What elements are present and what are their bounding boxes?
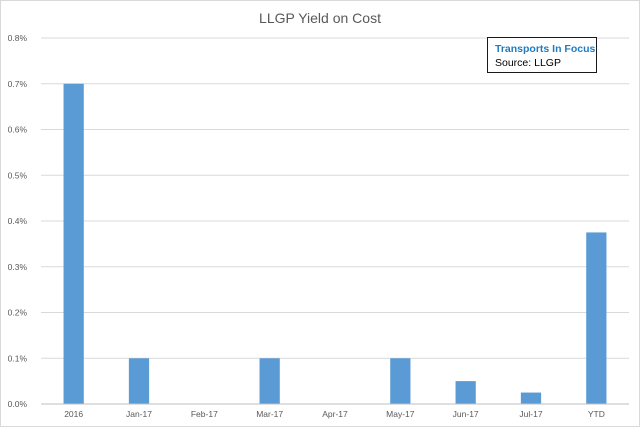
y-tick-label: 0.8% [8, 33, 28, 43]
y-tick-label: 0.7% [8, 79, 28, 89]
source-legend-box: Transports In Focus Source: LLGP [487, 37, 597, 73]
y-tick-label: 0.2% [8, 308, 28, 318]
x-axis-ticks: 2016 Jan-17 Feb-17 Mar-17 Apr-17 May-17 Jun-17… [64, 409, 605, 419]
bars [63, 83, 607, 404]
x-tick-label: 2016 [64, 409, 83, 419]
bar-may-17 [390, 358, 411, 404]
y-tick-label: 0.4% [8, 216, 28, 226]
bar-jan-17 [128, 358, 150, 404]
x-tick-label: YTD [588, 409, 605, 419]
legend-source-label: Source: LLGP [495, 57, 561, 69]
x-tick-label: Jan-17 [126, 409, 152, 419]
legend-brand-label: Transports In Focus [495, 43, 596, 55]
bar-2016 [63, 83, 84, 404]
y-tick-label: 0.0% [8, 399, 28, 409]
bar-jun-17 [455, 381, 476, 404]
y-tick-label: 0.1% [8, 353, 28, 363]
y-tick-label: 0.3% [8, 262, 28, 272]
x-tick-label: Jul-17 [519, 409, 542, 419]
y-tick-label: 0.6% [8, 125, 28, 135]
x-tick-label: Jun-17 [453, 409, 479, 419]
x-tick-label: May-17 [386, 409, 415, 419]
x-tick-label: Apr-17 [322, 409, 348, 419]
x-tick-label: Feb-17 [191, 409, 218, 419]
x-tick-label: Mar-17 [256, 409, 283, 419]
bar-mar-17 [259, 358, 280, 404]
y-axis-ticks: 0.0% 0.1% 0.2% 0.3% 0.4% 0.5% 0.6% 0.7% 0.8% [8, 33, 28, 409]
y-tick-label: 0.5% [8, 170, 28, 180]
gridlines [41, 37, 629, 359]
chart-title: LLGP Yield on Cost [259, 10, 381, 26]
bar-jul-17 [520, 392, 542, 404]
bar-ytd [586, 232, 607, 404]
